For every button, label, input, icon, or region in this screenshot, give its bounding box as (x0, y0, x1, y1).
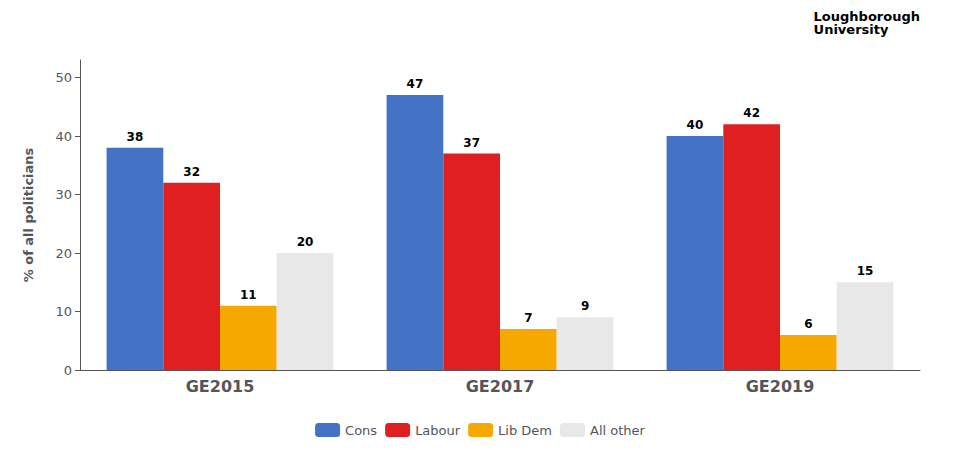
svg-text:40: 40 (55, 129, 72, 144)
svg-text:Loughborough: Loughborough (813, 9, 920, 24)
svg-text:GE2015: GE2015 (186, 377, 255, 396)
svg-text:40: 40 (687, 118, 704, 132)
svg-text:47: 47 (407, 77, 424, 91)
svg-text:Labour: Labour (415, 423, 461, 438)
svg-text:9: 9 (581, 299, 589, 313)
svg-text:32: 32 (183, 165, 200, 179)
svg-text:42: 42 (743, 106, 760, 120)
svg-text:38: 38 (127, 130, 144, 144)
svg-text:20: 20 (55, 246, 72, 261)
svg-text:15: 15 (857, 264, 874, 278)
svg-text:20: 20 (297, 235, 314, 249)
svg-text:11: 11 (240, 288, 257, 302)
svg-text:Lib Dem: Lib Dem (498, 423, 552, 438)
svg-text:All other: All other (590, 423, 646, 438)
svg-text:30: 30 (55, 187, 72, 202)
svg-text:University: University (814, 22, 889, 37)
svg-text:GE2017: GE2017 (466, 377, 535, 396)
svg-text:6: 6 (804, 317, 812, 331)
svg-text:Cons: Cons (345, 423, 377, 438)
svg-text:GE2019: GE2019 (746, 377, 815, 396)
svg-text:37: 37 (463, 136, 480, 150)
svg-text:0: 0 (64, 363, 72, 378)
svg-text:7: 7 (524, 311, 532, 325)
svg-text:10: 10 (55, 304, 72, 319)
svg-text:50: 50 (55, 70, 72, 85)
svg-text:% of all politicians: % of all politicians (21, 147, 36, 282)
